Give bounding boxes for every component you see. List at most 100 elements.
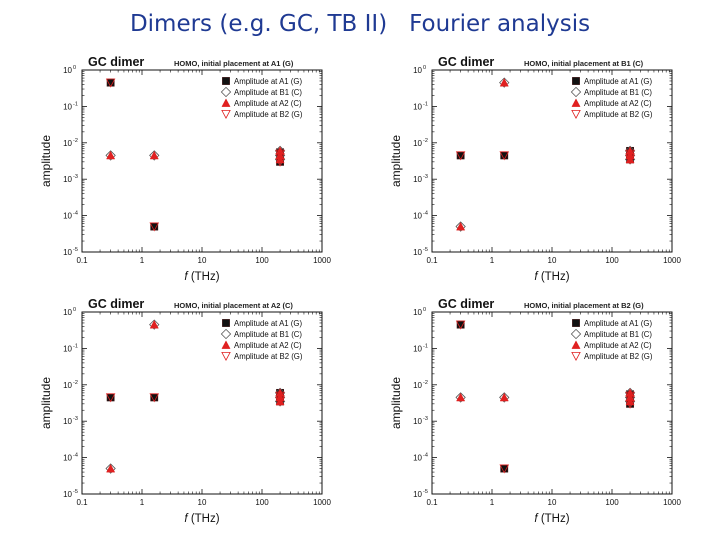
legend-label: Amplitude at A2 (C) xyxy=(584,341,652,350)
data-point xyxy=(149,319,159,329)
plot-frame xyxy=(431,69,673,253)
data-point xyxy=(455,392,466,403)
legend-label: Amplitude at B1 (C) xyxy=(234,330,302,339)
chart-panel-bottom-right: GC dimer HOMO, initial placement at B2 (G… xyxy=(360,294,700,534)
legend-label: Amplitude at B2 (G) xyxy=(584,352,653,361)
chart-title: GC dimer xyxy=(438,55,494,69)
legend-label: Amplitude at B2 (G) xyxy=(234,110,303,119)
y-axis-label: amplitude xyxy=(39,135,53,187)
legend-marker xyxy=(222,319,230,327)
data-point xyxy=(275,395,285,405)
y-tick-label: 10 xyxy=(63,344,72,353)
data-points xyxy=(105,319,286,474)
y-tick-exponent: -4 xyxy=(423,211,428,217)
y-tick-label: 10 xyxy=(413,248,422,257)
y-tick-label: 10 xyxy=(63,490,72,499)
chart-subtitle: HOMO, initial placement at A2 (C) xyxy=(174,301,293,310)
x-axis-label-italic: f xyxy=(534,271,539,283)
data-point xyxy=(499,392,509,402)
legend-marker xyxy=(222,77,230,85)
y-tick-exponent: -2 xyxy=(73,138,78,144)
x-tick-label: 0.1 xyxy=(426,256,438,265)
x-axis-label: f (THz) xyxy=(184,513,219,525)
data-point xyxy=(149,319,160,330)
x-tick-label: 1 xyxy=(490,256,495,265)
legend-label: Amplitude at A2 (C) xyxy=(584,99,652,108)
legend-label: Amplitude at A2 (C) xyxy=(234,341,302,350)
x-axis-label-unit: (THz) xyxy=(538,513,570,525)
chart-svg: GC dimer HOMO, initial placement at B1 (C… xyxy=(389,55,681,283)
x-tick-label: 1000 xyxy=(663,256,681,265)
chart-panel-top-right: GC dimer HOMO, initial placement at B1 (C… xyxy=(360,52,700,292)
x-tick-label: 0.1 xyxy=(76,498,88,507)
x-tick-label: 1 xyxy=(490,498,495,507)
data-point xyxy=(499,77,510,88)
y-axis-label: amplitude xyxy=(389,135,403,187)
y-tick-label: 10 xyxy=(413,454,422,463)
legend: Amplitude at A1 (G) Amplitude at B1 (C) Am… xyxy=(220,319,303,361)
y-tick-label: 10 xyxy=(413,490,422,499)
y-tick-exponent: 0 xyxy=(423,65,426,71)
x-tick-label: 1 xyxy=(140,498,145,507)
y-tick-exponent: 0 xyxy=(73,65,76,71)
y-tick-label: 10 xyxy=(413,417,422,426)
plot-frame xyxy=(81,69,323,253)
x-tick-label: 100 xyxy=(255,498,269,507)
legend-label: Amplitude at B1 (C) xyxy=(584,330,652,339)
data-points xyxy=(455,77,636,232)
y-tick-exponent: -5 xyxy=(73,489,78,495)
x-axis-label: f (THz) xyxy=(534,271,569,283)
y-tick-label: 10 xyxy=(413,102,422,111)
y-tick-label: 10 xyxy=(63,417,72,426)
legend-marker xyxy=(572,77,580,85)
y-tick-label: 10 xyxy=(63,308,72,317)
x-tick-label: 1000 xyxy=(313,256,331,265)
y-tick-label: 10 xyxy=(413,212,422,221)
y-tick-exponent: -5 xyxy=(423,247,428,253)
y-tick-exponent: -1 xyxy=(73,343,78,349)
data-point xyxy=(456,221,466,231)
y-tick-label: 10 xyxy=(63,212,72,221)
legend: Amplitude at A1 (G) Amplitude at B1 (C) Am… xyxy=(220,77,303,119)
data-point xyxy=(149,222,160,232)
x-axis-label-unit: (THz) xyxy=(538,271,570,283)
legend-label: Amplitude at B2 (G) xyxy=(234,352,303,361)
x-tick-label: 1000 xyxy=(663,498,681,507)
data-point xyxy=(275,153,285,163)
legend-marker xyxy=(221,352,231,361)
legend-marker xyxy=(571,352,581,361)
legend-marker xyxy=(221,110,231,119)
x-tick-label: 1000 xyxy=(313,498,331,507)
legend-label: Amplitude at A2 (C) xyxy=(234,99,302,108)
y-tick-label: 10 xyxy=(413,308,422,317)
y-tick-exponent: 0 xyxy=(73,307,76,313)
chart-subtitle: HOMO, initial placement at B1 (C) xyxy=(524,59,644,68)
y-tick-label: 10 xyxy=(63,66,72,75)
x-axis-label-unit: (THz) xyxy=(188,513,220,525)
x-tick-label: 100 xyxy=(255,256,269,265)
legend-marker xyxy=(572,319,580,327)
y-tick-label: 10 xyxy=(413,66,422,75)
y-tick-label: 10 xyxy=(63,175,72,184)
legend-label: Amplitude at B1 (C) xyxy=(234,88,302,97)
data-point xyxy=(625,396,635,406)
y-tick-label: 10 xyxy=(63,381,72,390)
data-point xyxy=(106,150,116,160)
data-point xyxy=(625,155,635,165)
legend-marker xyxy=(570,328,582,340)
legend-marker xyxy=(221,340,231,349)
data-point xyxy=(105,78,116,88)
x-axis-label-italic: f xyxy=(184,271,189,283)
y-tick-exponent: -4 xyxy=(73,453,78,459)
y-axis-label: amplitude xyxy=(389,377,403,429)
x-tick-label: 0.1 xyxy=(426,498,438,507)
data-point xyxy=(455,221,466,232)
legend-marker xyxy=(571,110,581,119)
data-point xyxy=(499,77,509,87)
legend-label: Amplitude at A1 (G) xyxy=(584,319,652,328)
y-tick-exponent: -3 xyxy=(73,174,78,180)
x-axis-label-italic: f xyxy=(534,513,539,525)
y-axis-label: amplitude xyxy=(39,377,53,429)
x-tick-label: 1 xyxy=(140,256,145,265)
data-point xyxy=(105,463,116,474)
